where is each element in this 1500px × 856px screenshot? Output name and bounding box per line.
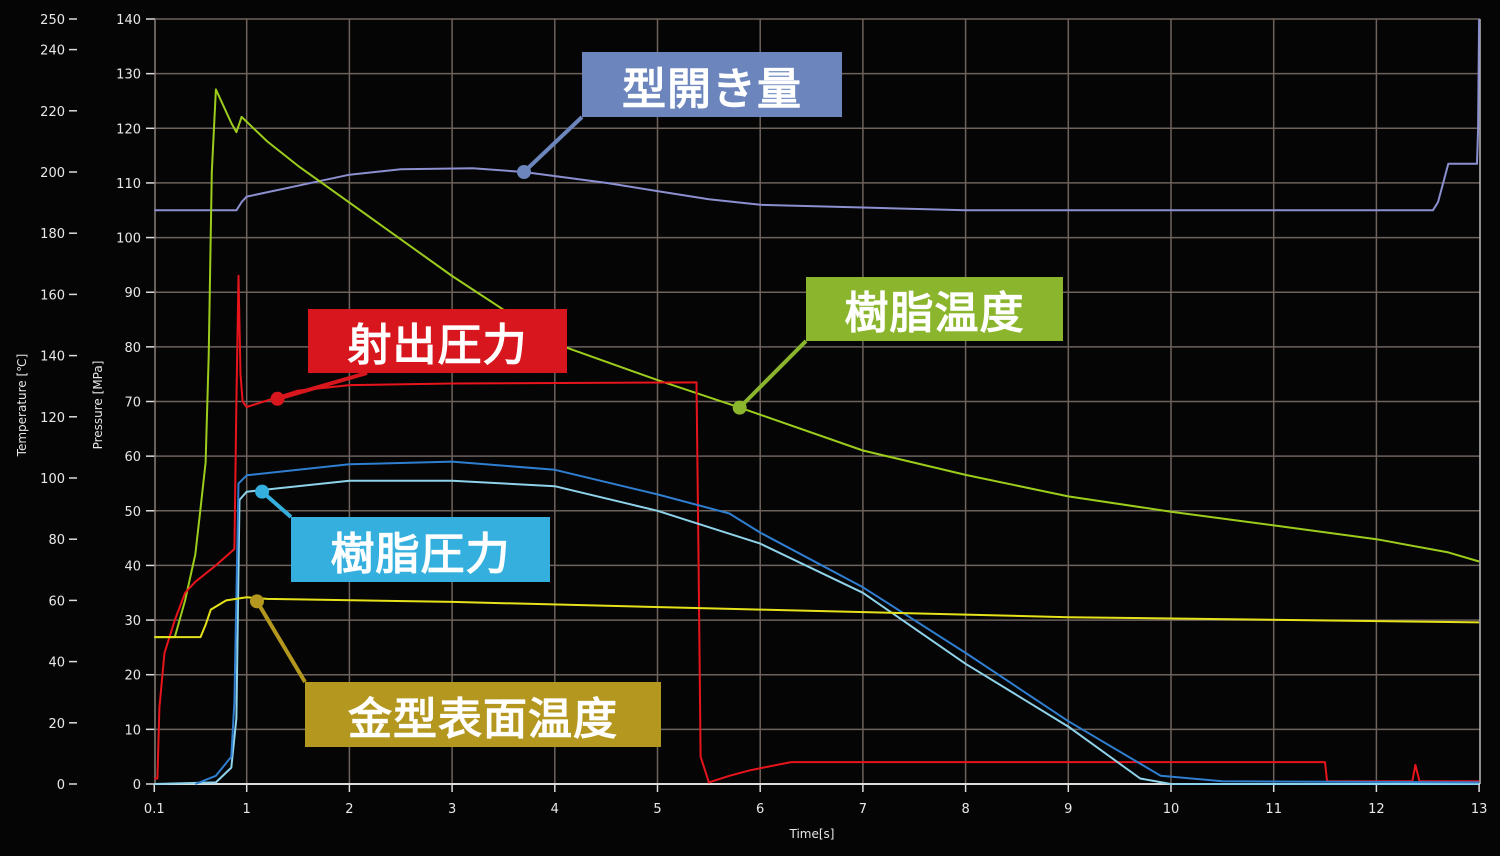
pressure-tick-label: 80 <box>124 341 141 356</box>
series-line-mold-surface-temperature <box>154 596 1480 639</box>
temperature-tick-label: 250 <box>40 13 65 28</box>
pressure-tick-label: 130 <box>116 68 141 83</box>
x-tick-label: 4 <box>551 802 559 817</box>
temperature-tick-label: 120 <box>40 411 65 426</box>
series-line-injection-pressure <box>154 274 1480 784</box>
temperature-tick-label: 200 <box>40 166 65 181</box>
pressure-tick-label: 20 <box>124 669 141 684</box>
temperature-tick-label: 100 <box>40 472 65 487</box>
pressure-tick-label: 70 <box>124 396 141 411</box>
pressure-tick-label: 90 <box>124 286 141 301</box>
series-line-resin-temperature <box>154 88 1480 639</box>
callout-leader-mold-surface-temperature <box>255 600 307 684</box>
pressure-tick-label: 0 <box>133 778 141 793</box>
x-tick-label: 0.1 <box>144 802 165 817</box>
temperature-axis-title: Temperature [℃] <box>15 354 29 458</box>
x-tick-label: 12 <box>1368 802 1385 817</box>
temperature-tick-label: 220 <box>40 105 65 120</box>
x-tick-label: 7 <box>859 802 867 817</box>
x-tick-label: 13 <box>1471 802 1488 817</box>
temperature-tick-label: 60 <box>48 594 65 609</box>
pressure-tick-label: 40 <box>124 559 141 574</box>
pressure-tick-label: 30 <box>124 614 141 629</box>
pressure-axis-title: Pressure [MPa] <box>91 361 105 450</box>
x-tick-label: 5 <box>653 802 661 817</box>
callout-marker-resin-temperature <box>732 400 747 415</box>
temperature-tick-label: 0 <box>57 778 65 793</box>
callout-leader-injection-pressure <box>276 371 368 401</box>
x-tick-label: 1 <box>243 802 251 817</box>
callout-marker-mold-opening <box>516 165 531 179</box>
callout-marker-injection-pressure <box>270 391 285 406</box>
pressure-tick-label: 110 <box>116 177 141 192</box>
x-tick-label: 3 <box>448 802 456 817</box>
callout-leader-resin-temperature <box>738 339 808 410</box>
callout-leader-mold-opening <box>522 115 584 174</box>
series-line-mold-opening <box>154 18 1481 212</box>
temperature-tick-label: 140 <box>40 350 65 365</box>
x-tick-label: 9 <box>1064 802 1072 817</box>
temperature-tick-label: 160 <box>40 288 65 303</box>
label-injection-pressure: 射出圧力 <box>308 309 567 373</box>
label-mold-opening: 型開き量 <box>582 52 842 117</box>
x-tick-label: 10 <box>1163 802 1180 817</box>
series-line-resin-pressure <box>154 479 1480 785</box>
temperature-tick-label: 40 <box>48 656 65 671</box>
x-tick-label: 2 <box>345 802 353 817</box>
x-tick-label: 8 <box>961 802 969 817</box>
x-tick-label: 6 <box>756 802 764 817</box>
label-mold-surface-temperature: 金型表面温度 <box>305 682 661 747</box>
callout-marker-mold-surface-temperature <box>249 594 264 609</box>
pressure-tick-label: 100 <box>116 232 141 247</box>
temperature-tick-label: 80 <box>48 533 65 548</box>
temperature-tick-label: 20 <box>48 717 65 732</box>
pressure-tick-label: 120 <box>116 122 141 137</box>
callout-marker-resin-pressure <box>255 484 270 499</box>
x-tick-label: 11 <box>1265 802 1282 817</box>
pressure-tick-label: 60 <box>124 450 141 465</box>
series-line-resin-pressure-2 <box>194 460 1480 785</box>
label-resin-pressure: 樹脂圧力 <box>291 517 550 582</box>
temperature-tick-label: 240 <box>40 44 65 59</box>
x-axis-title: Time[s] <box>789 827 835 841</box>
temperature-tick-label: 180 <box>40 227 65 242</box>
label-resin-temperature: 樹脂温度 <box>806 277 1063 341</box>
pressure-tick-label: 10 <box>124 723 141 738</box>
pressure-tick-label: 50 <box>124 505 141 520</box>
pressure-tick-label: 140 <box>116 13 141 28</box>
